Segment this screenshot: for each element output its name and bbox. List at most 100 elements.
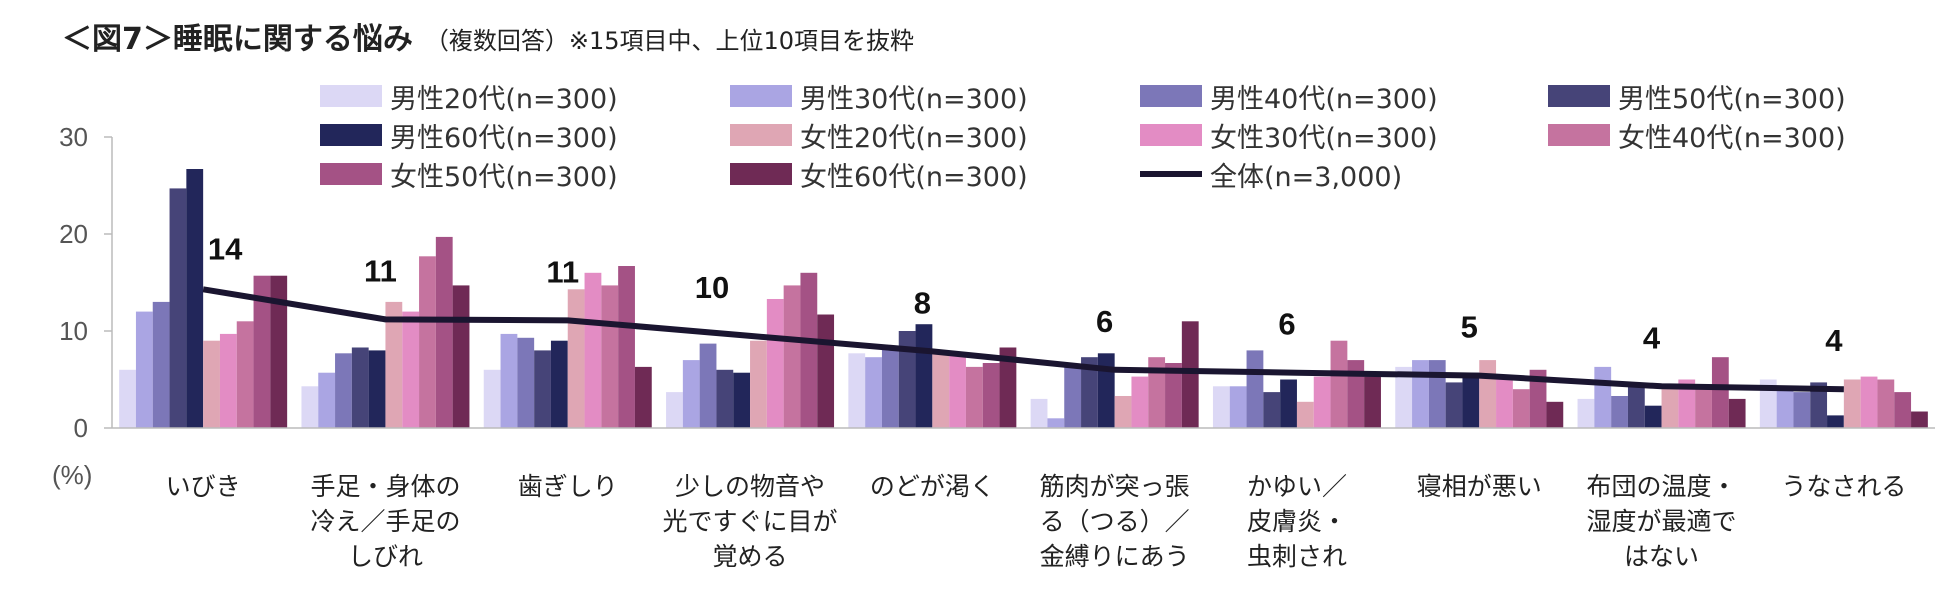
- legend-item: 女性60代(n=300): [730, 156, 1028, 193]
- bar: [1843, 379, 1861, 428]
- category-label: 金縛りにあう: [1040, 542, 1190, 571]
- total-line: [202, 286, 1844, 393]
- legend-item: 女性20代(n=300): [730, 117, 1028, 154]
- bar: [500, 333, 518, 428]
- legend-label: 女性50代(n=300): [390, 161, 618, 193]
- legend-item: 男性60代(n=300): [320, 117, 618, 154]
- bar: [335, 353, 352, 428]
- bar: [1776, 389, 1794, 428]
- bar: [982, 363, 1000, 428]
- bar: [567, 289, 585, 428]
- bar: [848, 353, 866, 428]
- bar: [1911, 411, 1928, 428]
- chart-legend: 男性20代(n=300) 男性30代(n=300) 男性40代(n=300) 男性50…: [320, 78, 1940, 198]
- category-label: 歯ぎしり: [518, 472, 618, 501]
- total-data-label: 14: [208, 231, 243, 266]
- bar: [219, 333, 237, 428]
- category-label: いびき: [166, 472, 241, 501]
- bar: [1512, 389, 1530, 428]
- y-unit-label: (%): [52, 460, 92, 490]
- bar: [1364, 376, 1381, 428]
- bar: [1810, 382, 1828, 428]
- bar: [1114, 395, 1132, 428]
- bar: [1330, 340, 1348, 428]
- bar: [682, 360, 700, 428]
- bar: [1097, 353, 1115, 428]
- category-label: 覚める: [713, 542, 788, 571]
- total-data-label: 4: [1643, 320, 1661, 355]
- category-label: 冷え／手足の: [310, 507, 460, 536]
- category-label: る（つる）／: [1040, 507, 1190, 536]
- chart-title: ＜図7＞睡眠に関する悩み: [62, 22, 413, 57]
- bar: [119, 369, 136, 428]
- bar: [699, 343, 717, 428]
- bar: [1678, 379, 1696, 428]
- legend-item: 男性40代(n=300): [1140, 78, 1438, 115]
- bar: [1462, 372, 1480, 428]
- bar: [1577, 398, 1595, 428]
- bar: [1496, 379, 1513, 428]
- legend-swatch: [1548, 85, 1610, 107]
- chart-subtitle: （複数回答）※15項目中、上位10項目を抜粋: [424, 27, 915, 55]
- legend-label: 女性20代(n=300): [800, 122, 1028, 154]
- bar: [135, 311, 153, 428]
- bar: [270, 275, 288, 428]
- bar: [1860, 376, 1878, 428]
- total-data-label: 4: [1825, 323, 1843, 358]
- bar: [1479, 360, 1497, 428]
- bar: [1759, 379, 1777, 428]
- legend-label: 女性40代(n=300): [1618, 122, 1846, 154]
- bar: [1395, 366, 1413, 428]
- bar: [1212, 386, 1230, 428]
- legend-swatch: [1548, 124, 1610, 146]
- bar: [152, 301, 170, 428]
- bar: [1546, 401, 1564, 428]
- legend-swatch: [1140, 85, 1202, 107]
- legend-swatch: [320, 85, 382, 107]
- bar: [716, 369, 734, 428]
- legend-swatch: [730, 124, 792, 146]
- legend-label: 女性30代(n=300): [1210, 122, 1438, 154]
- total-data-label: 11: [364, 253, 397, 288]
- bar: [1877, 379, 1895, 428]
- category-label: はない: [1624, 542, 1699, 571]
- total-data-label: 6: [1278, 307, 1295, 342]
- total-data-label: 5: [1461, 310, 1478, 345]
- category-label: 寝相が悪い: [1417, 472, 1542, 501]
- legend-swatch: [730, 85, 792, 107]
- legend-swatch: [320, 163, 382, 185]
- total-data-label: 10: [695, 270, 729, 305]
- bar: [999, 347, 1017, 428]
- y-tick-label: 20: [59, 219, 88, 249]
- bar: [452, 285, 470, 428]
- bar: [1296, 401, 1314, 428]
- y-tick-label: 10: [59, 316, 88, 346]
- bar: [1280, 379, 1297, 428]
- bar: [1030, 398, 1048, 428]
- total-data-label: 6: [1096, 304, 1113, 339]
- bar: [766, 298, 784, 428]
- category-label: のどが渇く: [870, 472, 995, 501]
- legend-swatch: [730, 163, 792, 185]
- bar: [419, 256, 436, 428]
- bar: [351, 347, 369, 428]
- legend-label: 男性30代(n=300): [800, 83, 1028, 115]
- category-label: かゆい／: [1247, 472, 1347, 501]
- bar: [634, 366, 652, 428]
- bar: [1611, 395, 1628, 428]
- bar: [385, 301, 403, 428]
- category-label: 手足・身体の: [310, 472, 460, 501]
- bar: [881, 347, 899, 428]
- bar: [1594, 366, 1612, 428]
- bar: [169, 188, 187, 428]
- bar: [666, 392, 683, 428]
- bar: [1148, 357, 1166, 428]
- bar: [949, 353, 966, 428]
- bar: [1445, 382, 1463, 428]
- bar: [1131, 376, 1149, 428]
- bar: [800, 272, 818, 428]
- category-label: 虫刺され: [1247, 542, 1347, 571]
- bar: [203, 340, 220, 428]
- bar: [1529, 369, 1547, 428]
